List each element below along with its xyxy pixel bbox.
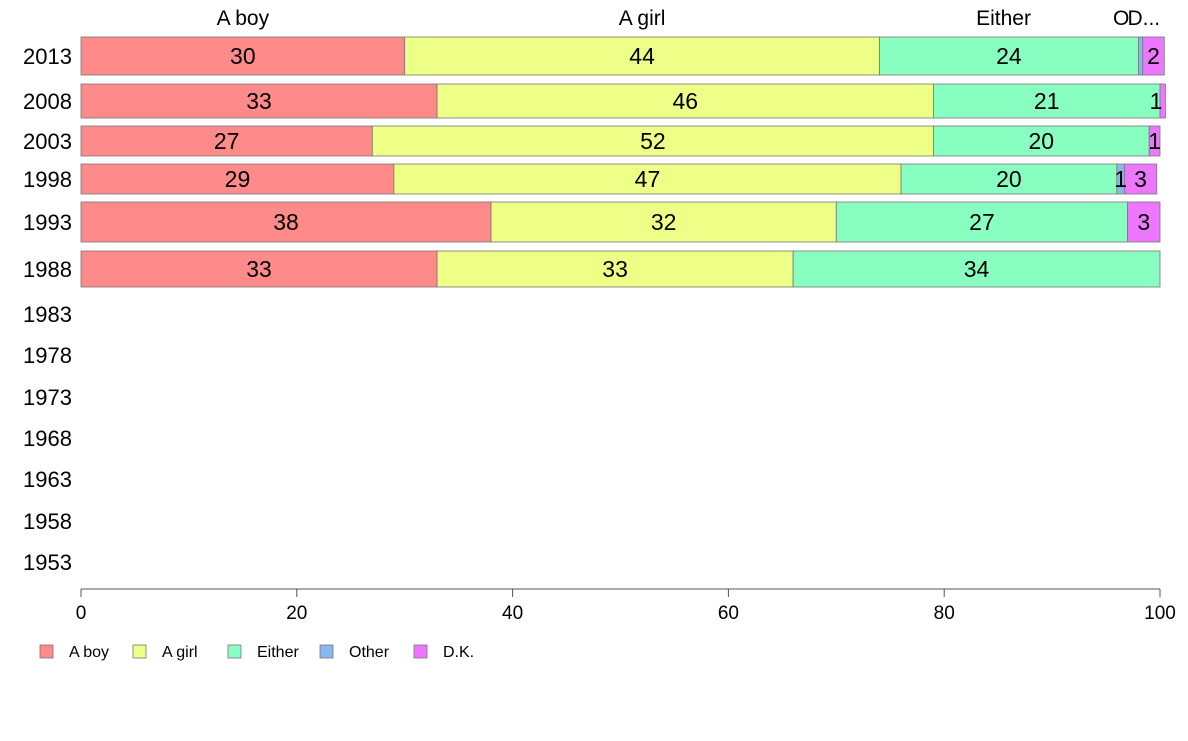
legend-label: A boy	[69, 644, 109, 661]
bar-segment-a-girl	[490, 201, 837, 243]
y-tick-label: 1968	[23, 426, 72, 451]
y-tick-label: 1978	[23, 343, 72, 368]
bar-segment-d-k	[1123, 163, 1158, 195]
bar-segment-a-girl	[436, 250, 794, 288]
data-label: 44	[629, 43, 655, 69]
top-label: Either	[976, 7, 1031, 30]
x-tick-label: 40	[502, 603, 523, 624]
bar-segment-either	[900, 163, 1118, 195]
bar-segment-a-girl	[371, 125, 934, 157]
bar-segment-a-girl	[436, 83, 934, 119]
y-tick-label: 1973	[23, 385, 72, 410]
bar-segment-d-k	[1127, 201, 1161, 243]
y-tick-label: 1958	[23, 509, 72, 534]
bar-segment-a-boy	[80, 250, 438, 288]
data-label: 1	[1114, 166, 1127, 192]
data-label: 20	[996, 166, 1022, 192]
bar-segment-a-boy	[80, 125, 373, 157]
data-label: 30	[230, 43, 256, 69]
legend-swatch	[132, 644, 147, 659]
data-label: 20	[1029, 128, 1055, 154]
bar-segment-a-girl	[393, 163, 902, 195]
y-tick-label: 1953	[23, 550, 72, 575]
data-label: 3	[1134, 166, 1147, 192]
bar-segment-a-boy	[80, 201, 492, 243]
x-tick-label: 80	[934, 603, 955, 624]
bar-segment-a-girl	[404, 36, 880, 76]
data-label: 38	[273, 209, 299, 235]
x-tick-label: 60	[718, 603, 739, 624]
data-label: 47	[635, 166, 661, 192]
y-tick-label: 1993	[23, 210, 72, 235]
data-label: 32	[651, 209, 677, 235]
data-label: 2	[1147, 43, 1160, 69]
bar-segment-d-k	[1142, 36, 1165, 76]
top-label: D...	[1127, 7, 1160, 30]
x-tick-label: 0	[76, 603, 87, 624]
legend-label: Other	[349, 644, 390, 661]
y-tick-label: 1983	[23, 302, 72, 327]
y-tick-label: 2003	[23, 129, 72, 154]
legend-swatch	[319, 644, 334, 659]
data-label: 3	[1137, 209, 1150, 235]
bar-segment-other	[1138, 36, 1144, 76]
data-label: 34	[964, 256, 990, 282]
x-tick-label: 100	[1144, 603, 1176, 624]
bar-segment-either	[835, 201, 1129, 243]
legend-swatch	[413, 644, 428, 659]
data-label: 29	[225, 166, 251, 192]
bar-segment-a-boy	[80, 83, 438, 119]
data-label: 1	[1150, 88, 1163, 114]
top-label: A girl	[619, 7, 666, 30]
bar-segment-d-k	[1159, 83, 1166, 119]
y-tick-label: 1998	[23, 167, 72, 192]
data-label: 33	[246, 256, 272, 282]
legend-swatch	[39, 644, 54, 659]
bar-segment-either	[792, 250, 1161, 288]
data-label: 21	[1034, 88, 1060, 114]
data-label: 27	[214, 128, 240, 154]
bar-segment-d-k	[1148, 125, 1161, 157]
y-tick-label: 2008	[23, 89, 72, 114]
bar-segment-either	[933, 83, 1161, 119]
data-label: 1	[1148, 128, 1161, 154]
legend-label: A girl	[162, 644, 198, 661]
data-label: 24	[996, 43, 1022, 69]
y-tick-label: 1988	[23, 257, 72, 282]
legend-label: Either	[257, 644, 299, 661]
x-tick-label: 20	[286, 603, 307, 624]
data-label: 33	[602, 256, 628, 282]
legend-swatch	[227, 644, 242, 659]
data-label: 33	[246, 88, 272, 114]
top-label: A boy	[217, 7, 270, 30]
data-label: 27	[969, 209, 995, 235]
top-label: O	[1113, 7, 1129, 30]
data-label: 46	[672, 88, 698, 114]
y-tick-label: 2013	[23, 44, 72, 69]
data-label: 52	[640, 128, 666, 154]
bar-segment-either	[933, 125, 1150, 157]
y-tick-label: 1963	[23, 467, 72, 492]
legend-label: D.K.	[443, 644, 474, 661]
